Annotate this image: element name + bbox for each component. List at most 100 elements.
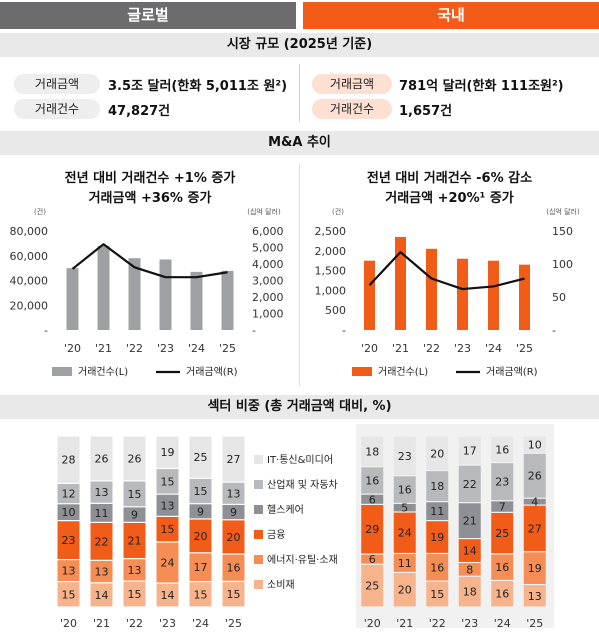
legend-swatch-bars	[352, 367, 372, 376]
segment-value: 28	[62, 454, 76, 467]
segment-value: 23	[62, 534, 76, 547]
segment-value: 16	[430, 561, 444, 574]
segment-value: 9	[197, 505, 204, 518]
left-tick-label: 20,000	[10, 299, 49, 312]
segment-IT·통신&미디어	[458, 436, 481, 465]
bar-거래건수(L)	[66, 268, 79, 330]
global-amount-label: 거래금액	[14, 74, 100, 94]
category-label: '20	[364, 617, 381, 630]
segment-에너지·유틸·소재	[90, 560, 113, 583]
segment-value: 11	[398, 557, 412, 570]
segment-value: 6	[369, 553, 376, 566]
segment-value: 17	[194, 561, 208, 574]
segment-value: 19	[528, 562, 542, 575]
segment-value: 26	[528, 470, 542, 483]
segment-value: 14	[463, 545, 477, 558]
left-tick-label: -	[44, 324, 48, 337]
segment-IT·통신&미디어	[393, 436, 416, 476]
segment-헬스케어	[361, 494, 384, 504]
segment-value: 16	[495, 588, 509, 601]
segment-에너지·유틸·소재	[523, 552, 546, 584]
left-axis-unit: (건)	[332, 207, 344, 216]
segment-value: 9	[230, 506, 237, 519]
segment-value: 19	[430, 531, 444, 544]
segment-산업재 및 자동차	[222, 482, 245, 504]
category-label: '22	[126, 342, 143, 355]
domestic-sector-panel	[356, 424, 554, 628]
segment-value: 16	[398, 484, 412, 497]
segment-산업재 및 자동차	[458, 465, 481, 503]
segment-금융	[393, 512, 416, 553]
domestic-trend-title-line2: 거래금액 +20%¹ 증가	[385, 191, 514, 206]
left-axis-unit: (건)	[34, 207, 46, 216]
segment-value: 10	[528, 439, 542, 452]
legend-swatch	[254, 505, 263, 514]
legend-label-bars: 거래건수(L)	[78, 366, 128, 378]
segment-헬스케어	[458, 503, 481, 538]
global-trend-title: 전년 대비 거래건수 +1% 증가 거래금액 +36% 증가	[0, 169, 300, 209]
segment-IT·통신&미디어	[222, 436, 245, 482]
category-label: '25	[516, 342, 533, 355]
segment-에너지·유틸·소재	[123, 559, 146, 581]
tab-global[interactable]: 글로벌	[0, 2, 296, 29]
segment-금융	[458, 539, 481, 562]
line-거래금액(R)	[71, 243, 228, 279]
right-tick-label: 100	[552, 258, 573, 271]
segment-소비재	[90, 583, 113, 607]
left-tick-label: 1,500	[315, 265, 347, 278]
segment-value: 15	[161, 523, 175, 536]
segment-value: 17	[463, 445, 477, 458]
right-tick-label: 5,000	[252, 242, 284, 255]
segment-소비재	[491, 581, 514, 607]
segment-IT·통신&미디어	[156, 436, 179, 468]
segment-value: 25	[495, 527, 509, 540]
left-tick-label: 500	[325, 304, 346, 317]
segment-value: 22	[463, 478, 477, 491]
segment-헬스케어	[90, 503, 113, 522]
segment-value: 20	[398, 584, 412, 597]
segment-소비재	[523, 585, 546, 607]
segment-value: 16	[495, 443, 509, 456]
category-label: '25	[526, 617, 543, 630]
segment-value: 21	[128, 535, 142, 548]
legend-swatch	[254, 455, 263, 464]
domestic-trend-chart: (건) (십억 달러) 2,500 2,000 1,500 1,000 500 - 150 100…	[315, 207, 580, 378]
segment-산업재 및 자동차	[361, 467, 384, 494]
category-label: '21	[396, 617, 413, 630]
right-tick-label: -	[252, 324, 256, 337]
right-axis-unit: (십억 달러)	[546, 207, 580, 216]
segment-IT·통신&미디어	[123, 436, 146, 481]
segment-에너지·유틸·소재	[189, 553, 212, 582]
segment-value: 26	[95, 452, 109, 465]
segment-산업재 및 자동차	[523, 453, 546, 498]
segment-value: 15	[62, 588, 76, 601]
legend-swatch	[254, 480, 263, 489]
segment-금융	[57, 521, 80, 559]
category-label: '24	[494, 617, 511, 630]
legend-label-bars: 거래건수(L)	[378, 366, 428, 378]
chart-divider	[299, 164, 300, 386]
segment-value: 20	[194, 530, 208, 543]
segment-value: 15	[430, 588, 444, 601]
legend-swatch-bars	[52, 367, 72, 376]
legend-label: 금융	[267, 529, 285, 541]
segment-value: 11	[430, 505, 444, 518]
right-tick-label: 50	[552, 291, 566, 304]
category-label: '20	[60, 617, 77, 630]
segment-value: 20	[227, 531, 241, 544]
segment-소비재	[57, 582, 80, 607]
segment-IT·통신&미디어	[491, 436, 514, 462]
segment-산업재 및 자동차	[189, 478, 212, 504]
tab-domestic[interactable]: 국내	[303, 2, 599, 29]
global-trend-title-line2: 거래금액 +36% 증가	[88, 191, 212, 206]
segment-value: 22	[95, 535, 109, 548]
legend-label-line: 거래금액(R)	[186, 366, 238, 378]
segment-value: 25	[365, 580, 379, 593]
bar-거래건수(L)	[426, 248, 437, 330]
segment-value: 20	[430, 447, 444, 460]
segment-value: 13	[227, 487, 241, 500]
left-tick-label: 60,000	[10, 250, 49, 263]
legend-label: 소비재	[267, 579, 295, 591]
segment-금융	[426, 521, 449, 553]
segment-IT·통신&미디어	[189, 436, 212, 478]
